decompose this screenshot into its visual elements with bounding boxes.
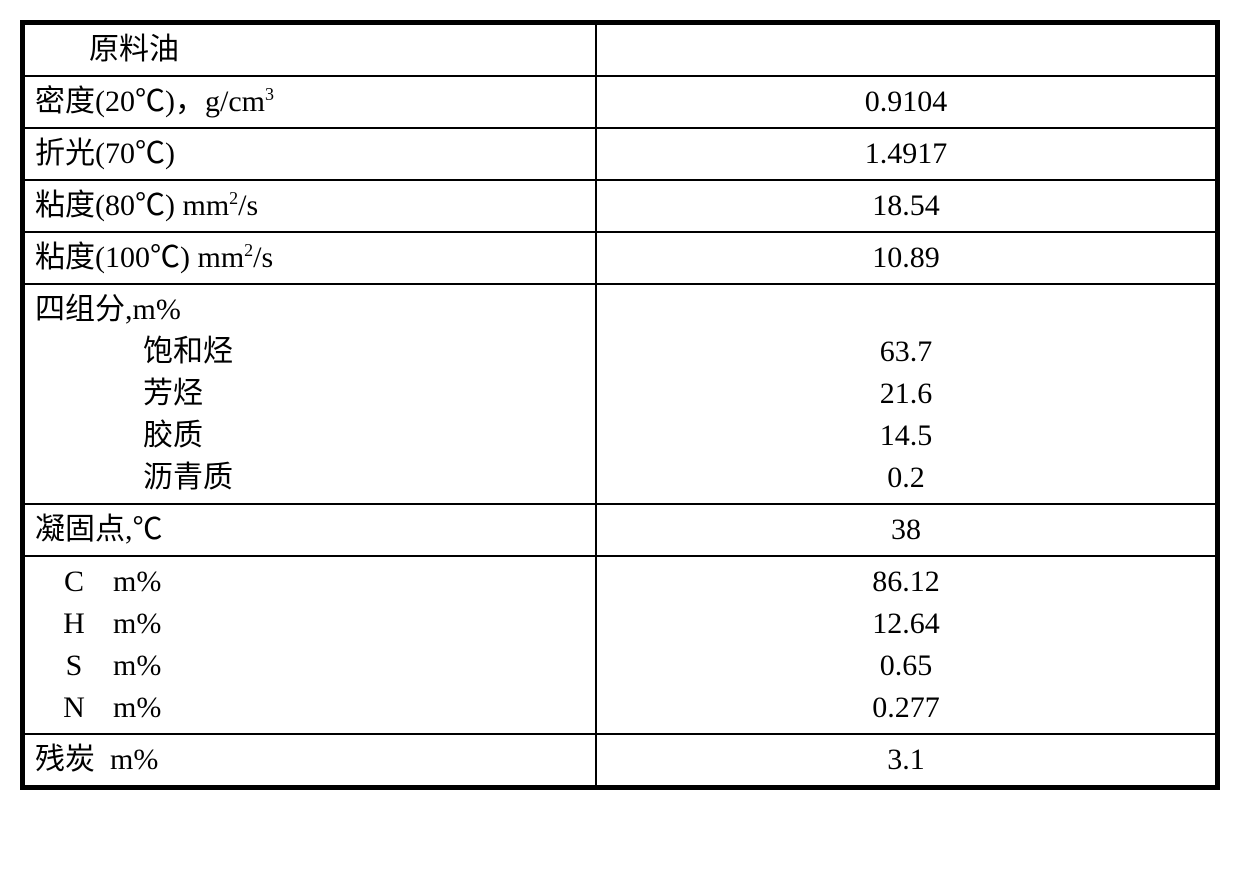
visc100-label-suffix: /s [253, 241, 273, 274]
four-group-item-1-label: 芳烃 [35, 373, 203, 415]
residue-value: 3.1 [596, 734, 1217, 788]
table-row-four-group: 四组分,m% 饱和烃 芳烃 胶质 沥青质 63.7 21.6 14.5 0.2 [23, 284, 1218, 504]
residue-unit: m% [110, 743, 158, 776]
element-1-unit: m% [113, 607, 161, 640]
table-row-visc80: 粘度(80℃) mm2/s 18.54 [23, 180, 1218, 232]
four-group-item-1-value: 21.6 [880, 377, 933, 410]
header-value-cell [596, 23, 1217, 77]
four-group-item-3-value: 0.2 [887, 461, 925, 494]
four-group-item-2-label: 胶质 [35, 415, 203, 457]
table-row-freeze: 凝固点,℃ 38 [23, 504, 1218, 556]
table-row-residue: 残炭 m% 3.1 [23, 734, 1218, 788]
freeze-value: 38 [596, 504, 1217, 556]
visc100-label-cell: 粘度(100℃) mm2/s [23, 232, 597, 284]
visc100-label-sup: 2 [244, 240, 253, 260]
element-1-sym: H [35, 603, 113, 645]
refraction-label: 折光(70℃) [23, 128, 597, 180]
visc100-value: 10.89 [596, 232, 1217, 284]
element-0-sym: C [35, 561, 113, 603]
visc80-value: 18.54 [596, 180, 1217, 232]
four-group-value-cell: 63.7 21.6 14.5 0.2 [596, 284, 1217, 504]
freeze-label: 凝固点,℃ [23, 504, 597, 556]
four-group-item-0-value: 63.7 [880, 335, 933, 368]
header-label: 原料油 [35, 29, 179, 71]
density-value: 0.9104 [596, 76, 1217, 128]
table-row-refraction: 折光(70℃) 1.4917 [23, 128, 1218, 180]
element-3-unit: m% [113, 691, 161, 724]
visc80-label-cell: 粘度(80℃) mm2/s [23, 180, 597, 232]
element-0-unit: m% [113, 565, 161, 598]
element-3-sym: N [35, 687, 113, 729]
visc80-label-suffix: /s [238, 189, 258, 222]
table-row-density: 密度(20℃)，g/cm3 0.9104 [23, 76, 1218, 128]
visc80-label-prefix: 粘度(80℃) mm [35, 189, 229, 222]
element-2-value: 0.65 [880, 649, 933, 682]
elements-label-cell: Cm% Hm% Sm% Nm% [23, 556, 597, 734]
visc80-label-sup: 2 [229, 188, 238, 208]
element-0-value: 86.12 [872, 565, 940, 598]
table-row-visc100: 粘度(100℃) mm2/s 10.89 [23, 232, 1218, 284]
element-1-value: 12.64 [872, 607, 940, 640]
properties-table: 原料油 密度(20℃)，g/cm3 0.9104 折光(70℃) 1.4917 … [20, 20, 1220, 790]
table-row-header: 原料油 [23, 23, 1218, 77]
four-group-item-0-label: 饱和烃 [35, 331, 233, 373]
element-2-sym: S [35, 645, 113, 687]
header-label-cell: 原料油 [23, 23, 597, 77]
elements-value-cell: 86.12 12.64 0.65 0.277 [596, 556, 1217, 734]
four-group-item-3-label: 沥青质 [35, 457, 233, 499]
density-label-sup: 3 [265, 84, 274, 104]
density-label-cell: 密度(20℃)，g/cm3 [23, 76, 597, 128]
four-group-item-2-value: 14.5 [880, 419, 933, 452]
residue-label-cell: 残炭 m% [23, 734, 597, 788]
visc100-label-prefix: 粘度(100℃) mm [35, 241, 244, 274]
element-3-value: 0.277 [872, 691, 940, 724]
refraction-value: 1.4917 [596, 128, 1217, 180]
element-2-unit: m% [113, 649, 161, 682]
density-label-prefix: 密度(20℃)，g/cm [35, 85, 265, 118]
table-row-elements: Cm% Hm% Sm% Nm% 86.12 12.64 0.65 0.277 [23, 556, 1218, 734]
residue-label: 残炭 [35, 743, 95, 776]
four-group-label-cell: 四组分,m% 饱和烃 芳烃 胶质 沥青质 [23, 284, 597, 504]
four-group-header: 四组分,m% [35, 293, 181, 326]
